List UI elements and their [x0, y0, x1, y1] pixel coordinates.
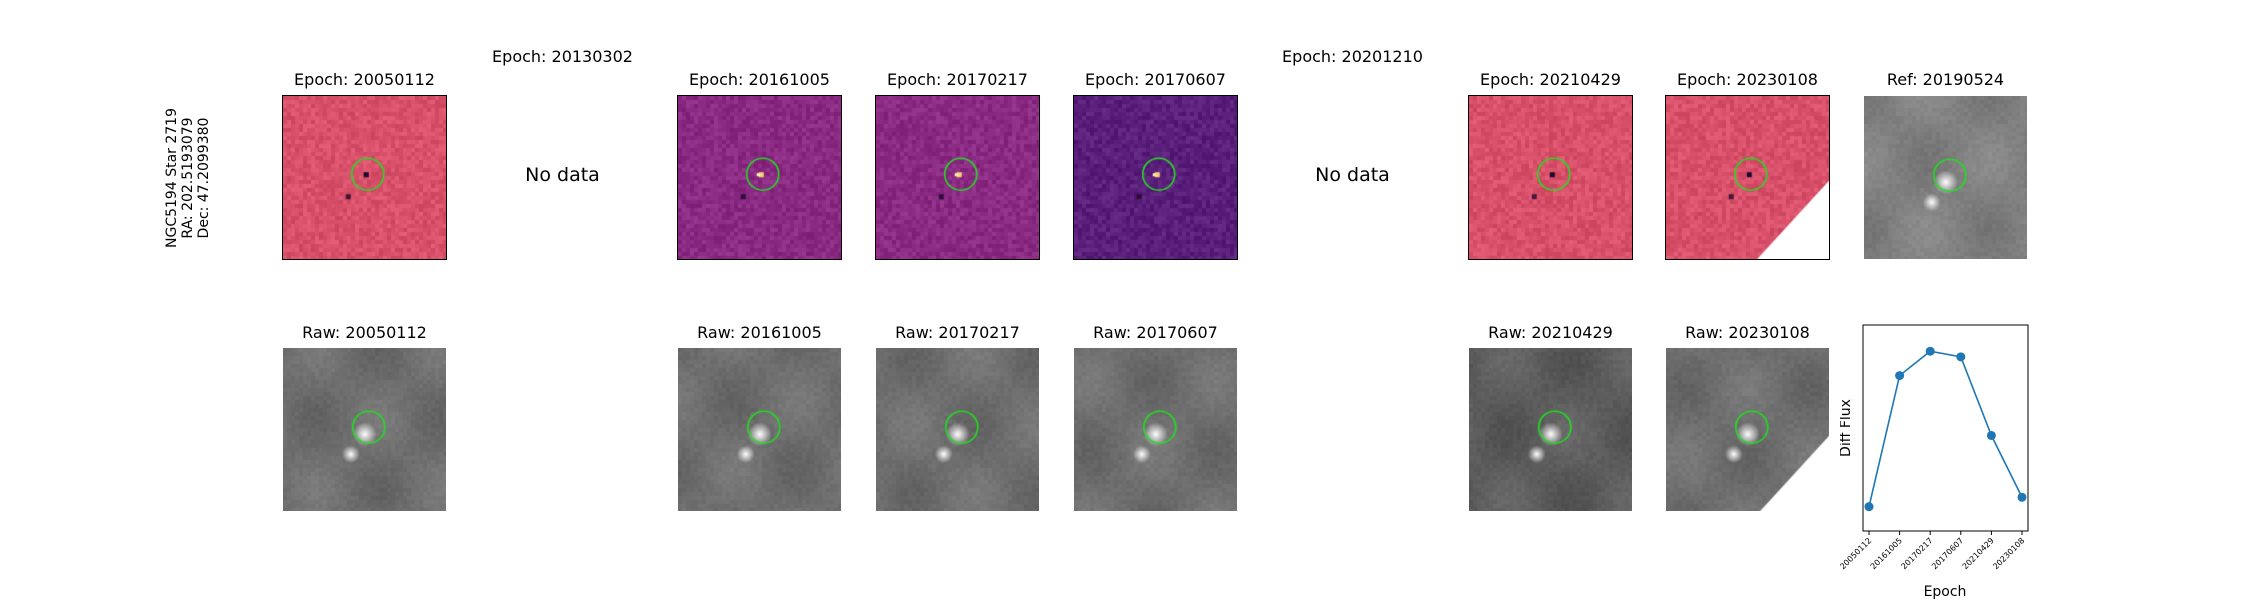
panel-title-raw-20210429: Raw: 20210429: [1488, 323, 1613, 342]
series-line: [1868, 350, 2023, 507]
no-data-20130302: No data: [525, 164, 600, 186]
x-tick-label-20170217: 20170217: [1899, 536, 1934, 571]
panel-title-raw-20050112: Raw: 20050112: [302, 323, 427, 342]
panel-title-raw-20230108: Raw: 20230108: [1685, 323, 1810, 342]
data-point-20170607: [1956, 352, 1966, 362]
data-point-20050112: [1864, 502, 1874, 512]
star-dec: Dec: 47.2099380: [196, 117, 212, 239]
diff-image-20050112: [282, 95, 447, 260]
light-curve-chart: Diff Flux Epoch 200501122016100520170217…: [1840, 324, 2029, 600]
panel-title-epoch-20170607: Epoch: 20170607: [1085, 70, 1226, 89]
panel-title-epoch-20130302: Epoch: 20130302: [492, 47, 633, 66]
raw-image-20170607: [1073, 347, 1238, 512]
panel-title-epoch-20161005: Epoch: 20161005: [689, 70, 830, 89]
x-tick-label-20161005: 20161005: [1869, 536, 1904, 571]
diff-image-20230108: [1665, 95, 1830, 260]
star-info-label: NGC5194 Star 2719 RA: 202.5193079 Dec: 4…: [164, 78, 212, 278]
data-point-20210429: [1986, 430, 1996, 440]
data-point-20230108: [2017, 492, 2027, 502]
star-ra: RA: 202.5193079: [180, 117, 196, 239]
data-point-20161005: [1895, 371, 1905, 381]
chart-plot-area: [1862, 324, 2029, 532]
star-name: NGC5194 Star 2719: [164, 108, 180, 248]
raw-image-20210429: [1468, 347, 1633, 512]
data-point-20170217: [1925, 346, 1935, 356]
panel-title-epoch-20170217: Epoch: 20170217: [887, 70, 1028, 89]
raw-image-20230108: [1665, 347, 1830, 512]
x-tick-label-20230108: 20230108: [1991, 536, 2026, 571]
panel-title-epoch-20050112: Epoch: 20050112: [294, 70, 435, 89]
panel-title-epoch-20201210: Epoch: 20201210: [1282, 47, 1423, 66]
diff-image-20161005: [677, 95, 842, 260]
no-data-20201210: No data: [1315, 164, 1390, 186]
raw-image-20161005: [677, 347, 842, 512]
diff-image-20170607: [1073, 95, 1238, 260]
panel-title-raw-20161005: Raw: 20161005: [697, 323, 822, 342]
x-tick-label-20210429: 20210429: [1961, 536, 1996, 571]
chart-x-label: Epoch: [1924, 584, 1967, 600]
x-tick-label-20170607: 20170607: [1930, 536, 1965, 571]
raw-image-20050112: [282, 347, 447, 512]
raw-image-20170217: [875, 347, 1040, 512]
reference-image-20190524: [1863, 95, 2028, 260]
chart-y-label: Diff Flux: [1840, 399, 1854, 457]
panel-title-ref-20190524: Ref: 20190524: [1886, 70, 2005, 89]
x-tick-label-20050112: 20050112: [1840, 536, 1873, 571]
diff-image-20210429: [1468, 95, 1633, 260]
panel-title-raw-20170607: Raw: 20170607: [1093, 323, 1218, 342]
panel-title-epoch-20230108: Epoch: 20230108: [1677, 70, 1818, 89]
diff-image-20170217: [875, 95, 1040, 260]
panel-title-epoch-20210429: Epoch: 20210429: [1480, 70, 1621, 89]
panel-title-raw-20170217: Raw: 20170217: [895, 323, 1020, 342]
